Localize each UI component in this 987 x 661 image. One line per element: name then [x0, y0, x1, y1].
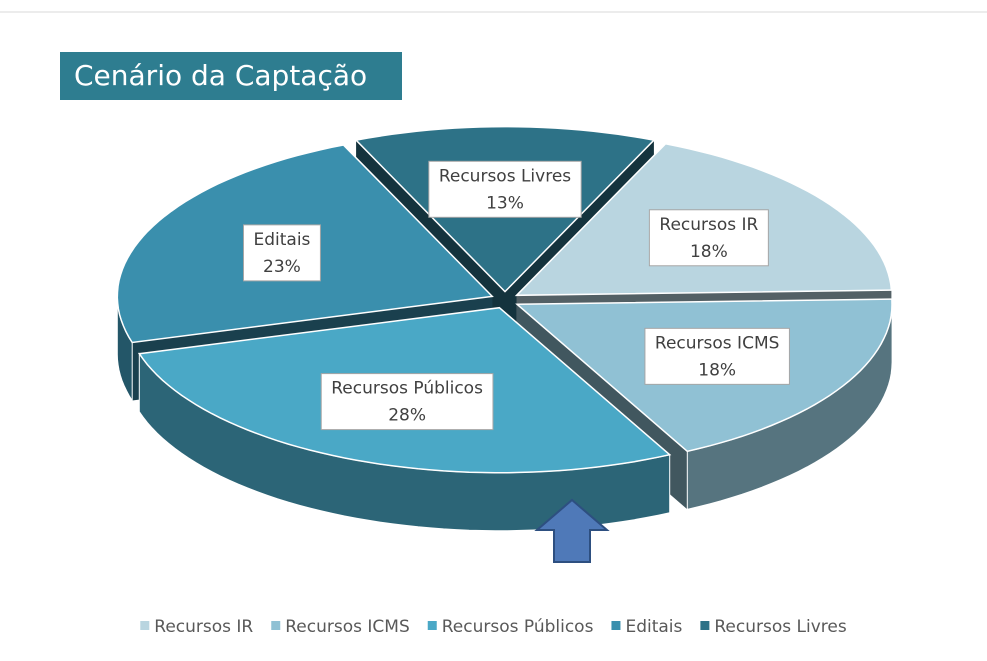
callout-value: 13%	[486, 193, 524, 213]
legend-swatch	[140, 621, 150, 630]
legend-label: Recursos Públicos	[442, 617, 594, 637]
legend-swatch	[271, 621, 281, 630]
legend: Recursos IR Recursos ICMS Recursos Público…	[140, 617, 847, 637]
legend-swatch	[611, 621, 621, 630]
callout-value: 18%	[690, 242, 728, 262]
callout-category: Recursos ICMS	[655, 333, 779, 353]
legend-label: Recursos IR	[154, 617, 253, 637]
callout-category: Recursos Públicos	[331, 379, 483, 399]
callout-box	[648, 209, 769, 267]
legend-swatch	[427, 621, 437, 630]
title-box	[60, 52, 402, 100]
callout-value: 18%	[698, 360, 736, 380]
callout-value: 28%	[388, 406, 426, 426]
callout-category: Editais	[253, 230, 310, 250]
callout-box	[320, 373, 494, 431]
legend-label: Recursos ICMS	[285, 617, 409, 637]
chart-title: Cenário da Captação	[74, 59, 367, 92]
callout-value: 23%	[263, 257, 301, 277]
callout-category: Recursos Livres	[439, 166, 571, 186]
callout-box	[644, 327, 790, 385]
callout-box	[428, 160, 582, 218]
callout-box	[242, 224, 321, 282]
callouts: Recursos IR 18% Recursos ICMS 18% Recursos P…	[242, 160, 790, 431]
arrow-icon	[534, 498, 610, 563]
legend-label: Editais	[625, 617, 682, 637]
legend-swatch	[700, 621, 710, 630]
callout-category: Recursos IR	[659, 215, 758, 235]
legend-label: Recursos Livres	[714, 617, 846, 637]
